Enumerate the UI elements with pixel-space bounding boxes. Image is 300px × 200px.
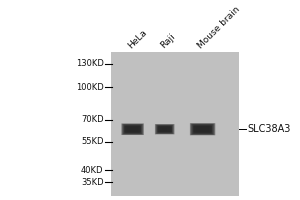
FancyBboxPatch shape xyxy=(191,124,214,135)
FancyBboxPatch shape xyxy=(156,125,174,134)
Text: SLC38A3: SLC38A3 xyxy=(248,124,291,134)
FancyBboxPatch shape xyxy=(157,125,173,134)
FancyBboxPatch shape xyxy=(127,126,138,132)
FancyBboxPatch shape xyxy=(158,126,171,133)
FancyBboxPatch shape xyxy=(199,128,206,131)
Text: 100KD: 100KD xyxy=(76,83,103,92)
Text: Raji: Raji xyxy=(158,32,176,50)
FancyBboxPatch shape xyxy=(124,126,141,132)
FancyBboxPatch shape xyxy=(161,127,168,131)
FancyBboxPatch shape xyxy=(130,128,136,131)
FancyBboxPatch shape xyxy=(122,124,143,135)
FancyBboxPatch shape xyxy=(155,124,175,134)
Text: 130KD: 130KD xyxy=(76,59,103,68)
FancyBboxPatch shape xyxy=(193,125,212,134)
Text: 35KD: 35KD xyxy=(81,178,103,187)
Bar xyxy=(111,52,239,196)
FancyBboxPatch shape xyxy=(159,126,170,132)
FancyBboxPatch shape xyxy=(194,125,211,133)
FancyBboxPatch shape xyxy=(160,127,169,131)
FancyBboxPatch shape xyxy=(160,127,170,132)
FancyBboxPatch shape xyxy=(157,125,172,133)
FancyBboxPatch shape xyxy=(196,126,209,132)
FancyBboxPatch shape xyxy=(192,124,213,134)
FancyBboxPatch shape xyxy=(124,125,141,134)
Text: HeLa: HeLa xyxy=(126,28,149,50)
Text: 55KD: 55KD xyxy=(81,137,103,146)
FancyBboxPatch shape xyxy=(158,126,172,132)
Text: Mouse brain: Mouse brain xyxy=(196,5,242,50)
FancyBboxPatch shape xyxy=(128,127,137,132)
FancyBboxPatch shape xyxy=(123,124,142,134)
Text: 40KD: 40KD xyxy=(81,166,103,175)
FancyBboxPatch shape xyxy=(122,123,144,135)
FancyBboxPatch shape xyxy=(198,127,207,131)
FancyBboxPatch shape xyxy=(129,127,136,131)
FancyBboxPatch shape xyxy=(193,126,212,133)
FancyBboxPatch shape xyxy=(125,125,140,133)
FancyBboxPatch shape xyxy=(126,126,139,133)
FancyBboxPatch shape xyxy=(162,128,167,131)
Text: 70KD: 70KD xyxy=(81,115,103,124)
FancyBboxPatch shape xyxy=(195,126,210,133)
FancyBboxPatch shape xyxy=(190,123,215,135)
FancyBboxPatch shape xyxy=(197,127,208,132)
